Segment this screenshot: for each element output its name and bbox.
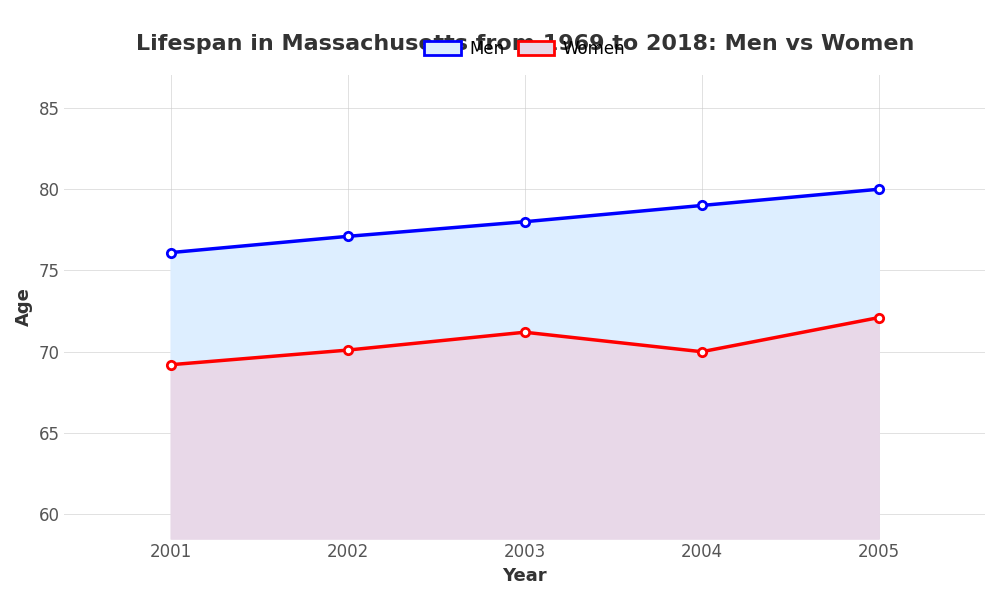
X-axis label: Year: Year xyxy=(502,567,547,585)
Legend: Men, Women: Men, Women xyxy=(418,33,632,64)
Title: Lifespan in Massachusetts from 1969 to 2018: Men vs Women: Lifespan in Massachusetts from 1969 to 2… xyxy=(136,34,914,55)
Y-axis label: Age: Age xyxy=(15,287,33,326)
